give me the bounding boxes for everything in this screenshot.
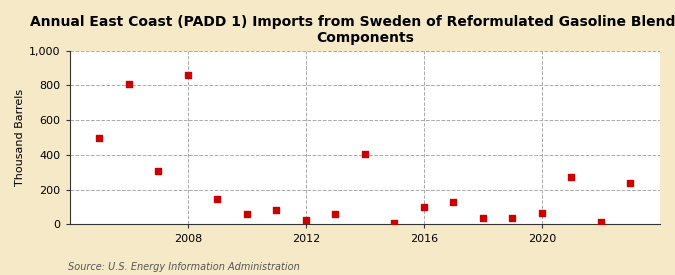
Title: Annual East Coast (PADD 1) Imports from Sweden of Reformulated Gasoline Blending: Annual East Coast (PADD 1) Imports from … bbox=[30, 15, 675, 45]
Point bbox=[448, 200, 459, 204]
Point bbox=[212, 197, 223, 202]
Point bbox=[389, 221, 400, 225]
Point bbox=[566, 174, 577, 179]
Point bbox=[625, 180, 636, 185]
Point bbox=[124, 82, 134, 87]
Point bbox=[300, 218, 311, 222]
Y-axis label: Thousand Barrels: Thousand Barrels bbox=[15, 89, 25, 186]
Point bbox=[477, 216, 488, 221]
Point bbox=[595, 220, 606, 224]
Point bbox=[537, 211, 547, 215]
Text: Source: U.S. Energy Information Administration: Source: U.S. Energy Information Administ… bbox=[68, 262, 299, 272]
Point bbox=[182, 73, 193, 77]
Point bbox=[330, 212, 341, 216]
Point bbox=[507, 215, 518, 220]
Point bbox=[94, 135, 105, 140]
Point bbox=[360, 152, 371, 156]
Point bbox=[418, 205, 429, 209]
Point bbox=[271, 207, 281, 212]
Point bbox=[242, 212, 252, 216]
Point bbox=[153, 168, 163, 173]
